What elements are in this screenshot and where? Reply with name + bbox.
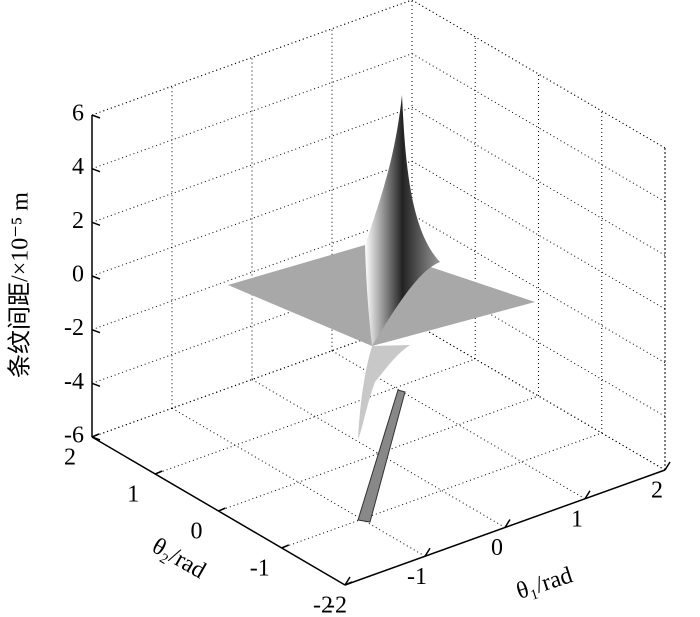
y-tick xyxy=(91,433,100,438)
grid-line xyxy=(91,214,413,331)
z-tick xyxy=(91,328,101,334)
surface-spike-up xyxy=(365,95,440,346)
grid-line xyxy=(91,106,413,223)
grid-line xyxy=(251,379,506,528)
y-tick xyxy=(281,544,290,549)
z-tick xyxy=(91,275,101,280)
grid-line xyxy=(91,436,346,586)
z-tick-label: 2 xyxy=(72,208,84,234)
grid-line xyxy=(155,358,476,475)
grid-line xyxy=(411,53,666,203)
grid-line xyxy=(411,106,666,256)
y-tick-label: 1 xyxy=(127,482,139,508)
z-tick-label: -2 xyxy=(64,315,84,341)
grid-line xyxy=(411,0,666,149)
y-tick xyxy=(218,507,226,512)
x-tick xyxy=(664,461,671,471)
grid-line xyxy=(91,160,413,277)
grid-line xyxy=(91,53,413,170)
x-tick xyxy=(584,490,591,500)
z-tick-label: 4 xyxy=(72,154,84,180)
y-tick-label: -2 xyxy=(313,593,333,617)
x-tick xyxy=(504,519,511,528)
surface-tail xyxy=(357,389,406,523)
y-tick xyxy=(154,470,163,475)
grid-line xyxy=(218,395,539,512)
z-tick-label: -4 xyxy=(64,369,84,395)
grid-line xyxy=(91,267,413,384)
y-tick-label: 2 xyxy=(64,445,76,471)
grid-line xyxy=(171,407,426,557)
z-tick-label: 0 xyxy=(72,262,84,288)
x-tick xyxy=(424,547,431,557)
grid-line xyxy=(411,321,666,471)
x-tick-label: 1 xyxy=(571,506,583,532)
grid-line xyxy=(281,432,602,549)
z-tick xyxy=(91,167,101,173)
x-tick-label: 0 xyxy=(491,535,503,561)
x-axis-label: θ₁/rad xyxy=(513,562,575,604)
x-tick-label: -1 xyxy=(407,564,427,590)
z-tick-label: -6 xyxy=(64,423,84,449)
y-tick-label: -1 xyxy=(250,556,270,582)
surface-spike-down xyxy=(358,345,410,440)
grid-line xyxy=(411,160,666,310)
z-axis-label: 条纹间距/×10⁻⁵ m xyxy=(7,192,34,378)
x-tick-label: 2 xyxy=(651,478,663,504)
z-tick xyxy=(91,221,101,227)
z-tick xyxy=(91,382,101,388)
z-tick xyxy=(91,436,101,441)
grid-line xyxy=(91,0,413,116)
x-tick xyxy=(344,576,351,586)
z-tick xyxy=(91,114,101,119)
x-tick-label: -2 xyxy=(327,593,347,617)
z-tick-label: 6 xyxy=(72,101,84,127)
grid-line xyxy=(91,321,413,438)
y-tick xyxy=(344,581,353,586)
grid-line xyxy=(411,214,666,364)
surface xyxy=(228,95,535,523)
grid-line xyxy=(344,469,666,586)
y-tick-label: 0 xyxy=(191,519,203,545)
